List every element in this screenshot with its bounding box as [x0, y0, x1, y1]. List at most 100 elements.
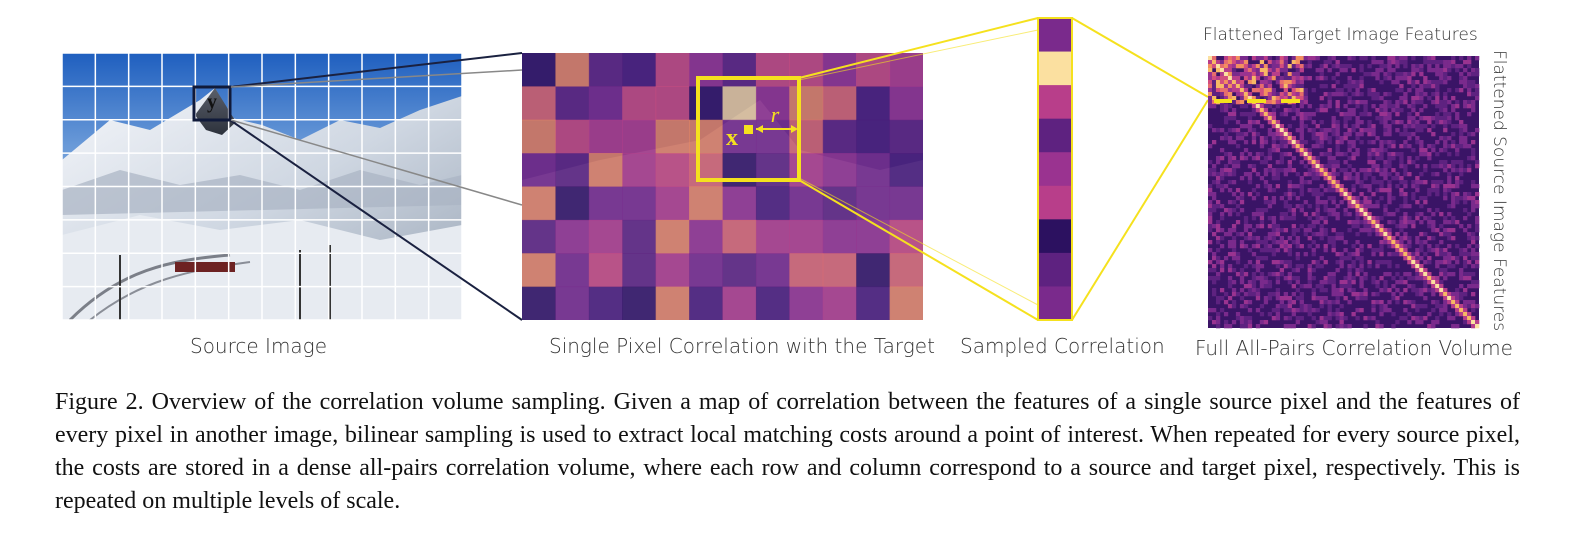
volume-cell: [1475, 72, 1480, 77]
volume-cell: [1219, 72, 1225, 77]
volume-cell: [1223, 56, 1229, 61]
volume-cell: [1375, 136, 1380, 141]
volume-cell: [1475, 92, 1480, 97]
volume-cell: [1251, 132, 1257, 137]
volume-cell: [1383, 124, 1388, 129]
volume-cell: [1299, 244, 1304, 249]
volume-cell: [1415, 112, 1420, 117]
volume-cell: [1251, 292, 1257, 297]
volume-cell: [1439, 68, 1444, 73]
volume-cell: [1247, 236, 1253, 241]
correlation-cell: [689, 219, 723, 254]
volume-cell: [1351, 124, 1356, 129]
volume-cell: [1347, 196, 1352, 201]
volume-cell: [1387, 252, 1392, 257]
volume-cell: [1395, 300, 1400, 305]
volume-cell: [1307, 280, 1312, 285]
volume-cell: [1403, 180, 1408, 185]
volume-cell: [1215, 128, 1221, 133]
volume-cell: [1231, 160, 1237, 165]
volume-cell: [1231, 100, 1237, 105]
volume-cell: [1251, 156, 1257, 161]
volume-cell: [1243, 76, 1249, 81]
volume-cell: [1447, 76, 1452, 81]
volume-cell: [1259, 84, 1265, 89]
volume-cell: [1391, 176, 1396, 181]
volume-cell: [1447, 300, 1452, 305]
volume-cell: [1275, 136, 1281, 141]
volume-cell: [1251, 76, 1257, 81]
volume-cell: [1287, 196, 1292, 201]
volume-cell: [1303, 228, 1308, 233]
volume-cell: [1263, 140, 1269, 145]
volume-cell: [1343, 168, 1348, 173]
volume-cell: [1351, 276, 1356, 281]
volume-cell: [1351, 292, 1356, 297]
volume-cell: [1311, 324, 1316, 329]
volume-cell: [1443, 124, 1448, 129]
volume-cell: [1307, 180, 1312, 185]
volume-cell: [1359, 168, 1364, 173]
volume-cell: [1395, 120, 1400, 125]
volume-cell: [1251, 216, 1257, 221]
volume-cell: [1463, 216, 1468, 221]
volume-cell: [1371, 220, 1376, 225]
volume-cell: [1295, 308, 1300, 313]
volume-cell: [1335, 300, 1340, 305]
volume-cell: [1471, 152, 1476, 157]
volume-cell: [1379, 304, 1384, 309]
volume-cell: [1443, 92, 1448, 97]
correlation-cell: [755, 286, 790, 320]
volume-cell: [1395, 244, 1400, 249]
volume-cell: [1471, 200, 1476, 205]
volume-cell: [1355, 208, 1360, 213]
volume-cell: [1267, 232, 1273, 237]
volume-cell: [1215, 260, 1221, 265]
volume-cell: [1287, 248, 1292, 253]
volume-cell: [1415, 216, 1420, 221]
volume-cell: [1235, 132, 1241, 137]
volume-cell: [1371, 304, 1376, 309]
volume-cell: [1391, 236, 1396, 241]
volume-cell: [1231, 236, 1237, 241]
volume-cell: [1475, 200, 1480, 205]
volume-cell: [1331, 168, 1336, 173]
volume-cell: [1275, 232, 1281, 237]
volume-cell: [1343, 84, 1348, 89]
volume-cell: [1387, 112, 1392, 117]
volume-cell: [1227, 296, 1233, 301]
volume-cell: [1431, 116, 1436, 121]
volume-cell: [1375, 300, 1380, 305]
volume-cell: [1415, 260, 1420, 265]
volume-cell: [1227, 284, 1233, 289]
volume-cell: [1327, 164, 1332, 169]
volume-cell: [1311, 252, 1316, 257]
volume-cell: [1347, 272, 1352, 277]
volume-cell: [1419, 84, 1424, 89]
volume-cell: [1463, 300, 1468, 305]
volume-cell: [1259, 124, 1265, 129]
volume-cell: [1371, 56, 1376, 61]
volume-cell: [1263, 296, 1269, 301]
volume-cell: [1451, 104, 1456, 109]
volume-cell: [1223, 60, 1229, 65]
volume-cell: [1211, 168, 1217, 173]
volume-cell: [1443, 184, 1448, 189]
volume-cell: [1363, 104, 1368, 109]
volume-cell: [1299, 136, 1304, 141]
volume-cell: [1243, 244, 1249, 249]
volume-cell: [1475, 304, 1480, 309]
volume-cell: [1451, 256, 1456, 261]
volume-cell: [1467, 72, 1472, 77]
volume-cell: [1231, 248, 1237, 253]
volume-cell: [1431, 68, 1436, 73]
volume-cell: [1307, 104, 1312, 109]
flattened-source-label: Flattened Source Image Features: [1489, 50, 1509, 332]
volume-cell: [1243, 124, 1249, 129]
volume-cell: [1219, 308, 1225, 313]
volume-cell: [1351, 80, 1356, 85]
volume-cell: [1247, 260, 1253, 265]
volume-cell: [1451, 324, 1456, 329]
volume-cell: [1439, 288, 1444, 293]
volume-cell: [1415, 320, 1420, 325]
